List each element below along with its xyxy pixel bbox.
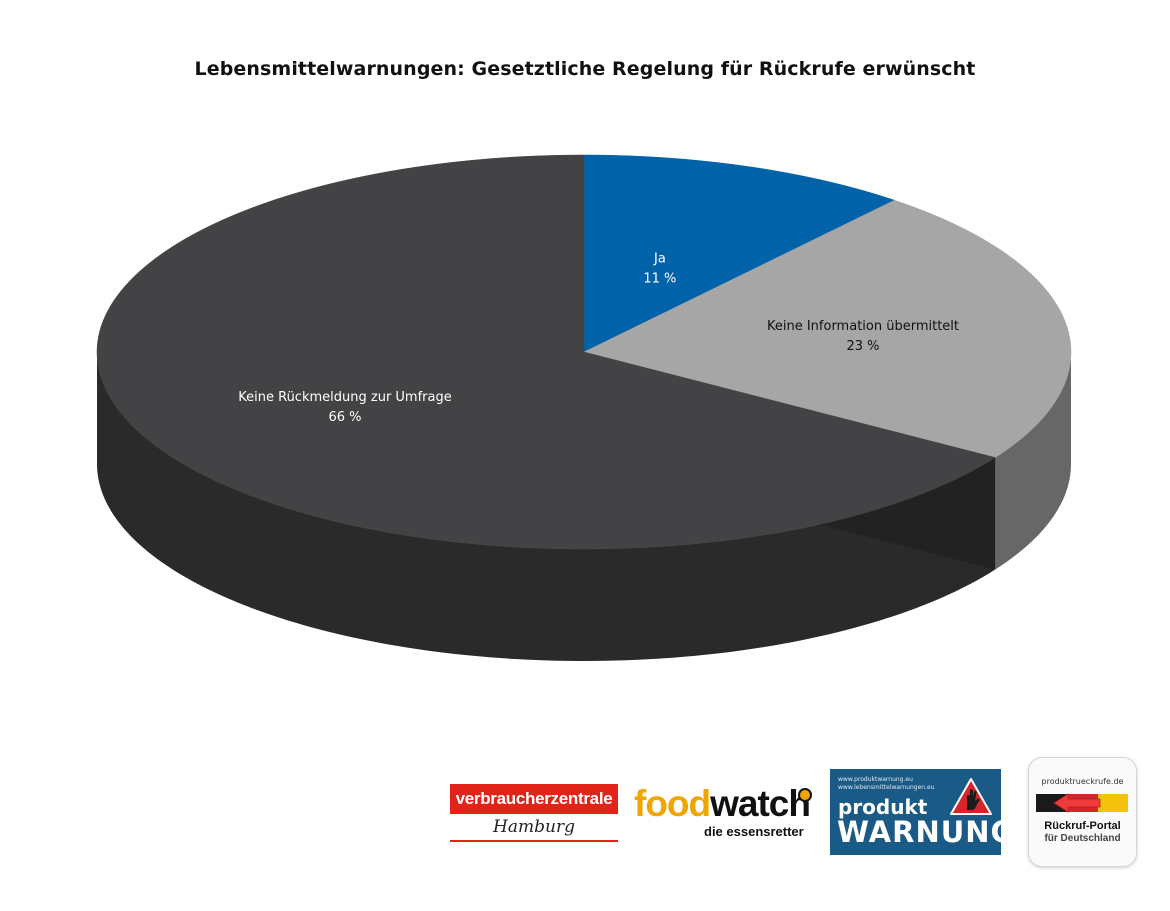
foodwatch-wordmark: foodwatch	[634, 784, 816, 824]
produktwarnung-url-1: www.produktwarnung.eu	[838, 776, 913, 783]
foodwatch-tagline: die essensretter	[704, 824, 804, 839]
produktwarnung-url-2: www.lebensmittelwarnungen.eu	[838, 784, 935, 791]
slice-label-1: Keine Information übermittelt	[767, 319, 959, 334]
german-flag-arrow-icon	[1036, 793, 1128, 813]
produktwarnung-line-2: WARNUNG	[837, 815, 1001, 849]
produktwarnung-line-1: produkt	[838, 795, 928, 819]
slice-label-2: Keine Rückmeldung zur Umfrage	[238, 390, 451, 405]
pie-slice-2	[96, 154, 996, 550]
rueckruf-portal-domain: produktrueckrufe.de	[1041, 777, 1124, 786]
slice-value-0: 11 %	[643, 272, 676, 287]
slice-value-1: 23 %	[846, 339, 879, 354]
verbraucherzentrale-wordmark: verbraucherzentrale	[450, 784, 618, 814]
verbraucherzentrale-city: Hamburg	[493, 817, 575, 837]
pie-slice-1	[583, 199, 1072, 458]
foodwatch-watch: watch	[710, 783, 811, 824]
foodwatch-food: food	[634, 783, 711, 824]
chart-title: Lebensmittelwarnungen: Gesetztliche Rege…	[194, 58, 976, 80]
pie-labels: Ja 11 % Keine Information übermittelt 23 % K…	[238, 252, 959, 425]
slice-value-2: 66 %	[328, 410, 361, 425]
foodwatch-circle-icon	[798, 788, 812, 802]
slice-label-0: Ja	[653, 252, 666, 267]
warning-hand-icon	[950, 778, 992, 815]
pie-slice-0	[583, 154, 896, 353]
pie-side-2	[97, 352, 996, 661]
produktwarnung-logo: www.produktwarnung.eu www.lebensmittelwa…	[830, 769, 1001, 855]
foodwatch-logo: foodwatch die essensretter	[634, 784, 816, 844]
pie-side-1	[995, 352, 1071, 570]
rueckruf-portal-subtitle: für Deutschland	[1044, 833, 1121, 844]
verbraucherzentrale-hamburg-logo: verbraucherzentrale Hamburg	[450, 784, 618, 844]
verbraucherzentrale-underline	[450, 840, 618, 842]
rueckruf-portal-title: Rückruf-Portal	[1044, 820, 1121, 832]
pie-tops	[96, 154, 1072, 550]
rueckruf-portal-logo: produktrueckrufe.de Rückruf-Portal für D…	[1028, 757, 1137, 867]
